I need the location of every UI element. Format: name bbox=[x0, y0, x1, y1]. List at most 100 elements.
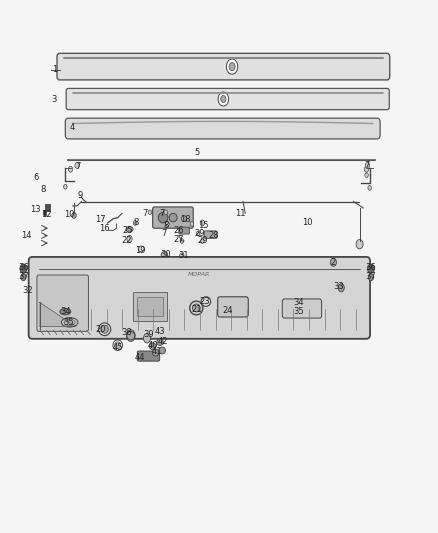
Ellipse shape bbox=[367, 264, 374, 273]
FancyBboxPatch shape bbox=[152, 207, 193, 228]
Ellipse shape bbox=[161, 252, 168, 258]
Ellipse shape bbox=[338, 284, 344, 292]
Ellipse shape bbox=[127, 330, 135, 342]
Ellipse shape bbox=[157, 338, 163, 345]
Text: 5: 5 bbox=[194, 148, 200, 157]
Ellipse shape bbox=[164, 210, 167, 215]
Ellipse shape bbox=[152, 349, 159, 356]
Text: 24: 24 bbox=[223, 305, 233, 314]
Ellipse shape bbox=[166, 222, 169, 227]
Ellipse shape bbox=[356, 239, 363, 249]
Text: 11: 11 bbox=[235, 209, 245, 218]
Text: 21: 21 bbox=[191, 304, 201, 313]
Ellipse shape bbox=[196, 231, 200, 236]
Ellipse shape bbox=[190, 222, 194, 227]
Text: 15: 15 bbox=[198, 221, 209, 230]
Polygon shape bbox=[40, 303, 76, 327]
Text: 29: 29 bbox=[194, 229, 205, 238]
Text: 35: 35 bbox=[63, 318, 74, 327]
Text: 33: 33 bbox=[334, 282, 344, 291]
Text: 1: 1 bbox=[52, 66, 57, 74]
Bar bbox=[137, 297, 163, 316]
Text: 42: 42 bbox=[158, 337, 168, 346]
Ellipse shape bbox=[21, 273, 26, 281]
Ellipse shape bbox=[229, 62, 235, 71]
Text: 9: 9 bbox=[78, 191, 83, 200]
Text: 7: 7 bbox=[159, 209, 165, 218]
Text: 20: 20 bbox=[96, 325, 106, 334]
Text: 43: 43 bbox=[155, 327, 166, 336]
Text: 36: 36 bbox=[18, 263, 29, 272]
Text: 19: 19 bbox=[135, 246, 146, 255]
Ellipse shape bbox=[365, 163, 370, 168]
Ellipse shape bbox=[218, 92, 229, 106]
FancyBboxPatch shape bbox=[57, 53, 390, 80]
Text: 7: 7 bbox=[142, 209, 148, 218]
Text: 7: 7 bbox=[76, 162, 81, 171]
Text: 22: 22 bbox=[121, 237, 132, 246]
FancyBboxPatch shape bbox=[66, 88, 389, 110]
Ellipse shape bbox=[60, 309, 71, 315]
Text: 12: 12 bbox=[41, 210, 52, 219]
Text: 30: 30 bbox=[160, 251, 171, 260]
Ellipse shape bbox=[365, 173, 368, 177]
Text: 32: 32 bbox=[22, 286, 33, 295]
Text: 36: 36 bbox=[366, 263, 376, 272]
Text: 7: 7 bbox=[162, 229, 167, 238]
FancyBboxPatch shape bbox=[283, 299, 321, 318]
FancyBboxPatch shape bbox=[28, 257, 370, 339]
Ellipse shape bbox=[200, 220, 205, 226]
Ellipse shape bbox=[134, 221, 137, 225]
Text: 6: 6 bbox=[33, 173, 38, 182]
Ellipse shape bbox=[127, 228, 132, 231]
Ellipse shape bbox=[221, 95, 226, 102]
Ellipse shape bbox=[298, 301, 307, 306]
Text: 35: 35 bbox=[293, 307, 304, 316]
Text: 31: 31 bbox=[178, 252, 188, 260]
FancyBboxPatch shape bbox=[65, 118, 380, 139]
Text: 13: 13 bbox=[30, 205, 41, 214]
FancyBboxPatch shape bbox=[138, 351, 159, 361]
Ellipse shape bbox=[144, 334, 150, 343]
Text: 34: 34 bbox=[60, 307, 71, 316]
Ellipse shape bbox=[64, 184, 67, 189]
FancyBboxPatch shape bbox=[37, 275, 88, 332]
Ellipse shape bbox=[330, 258, 336, 266]
Ellipse shape bbox=[148, 210, 152, 215]
Text: 2: 2 bbox=[331, 258, 336, 266]
Text: 8: 8 bbox=[41, 185, 46, 194]
Bar bbox=[45, 204, 49, 211]
Ellipse shape bbox=[101, 325, 108, 333]
Ellipse shape bbox=[75, 163, 79, 168]
Text: 27: 27 bbox=[173, 236, 184, 245]
Text: 40: 40 bbox=[147, 341, 158, 350]
Ellipse shape bbox=[127, 236, 132, 243]
Ellipse shape bbox=[368, 273, 374, 281]
Text: 25: 25 bbox=[122, 227, 133, 236]
Text: 14: 14 bbox=[21, 231, 31, 240]
Ellipse shape bbox=[180, 239, 184, 244]
Ellipse shape bbox=[158, 212, 168, 223]
Ellipse shape bbox=[368, 185, 371, 190]
FancyBboxPatch shape bbox=[179, 227, 189, 234]
Text: 17: 17 bbox=[95, 215, 106, 224]
Ellipse shape bbox=[115, 342, 121, 349]
Ellipse shape bbox=[192, 304, 200, 312]
Bar bbox=[43, 210, 46, 215]
FancyBboxPatch shape bbox=[204, 231, 217, 238]
Text: 39: 39 bbox=[143, 330, 154, 339]
Text: 38: 38 bbox=[121, 328, 132, 337]
Bar bbox=[133, 292, 167, 321]
Text: 37: 37 bbox=[366, 272, 376, 280]
Ellipse shape bbox=[159, 347, 166, 354]
Ellipse shape bbox=[20, 264, 27, 273]
Text: 28: 28 bbox=[208, 231, 219, 240]
Text: 23: 23 bbox=[200, 296, 210, 305]
Text: 8: 8 bbox=[163, 221, 169, 230]
Text: 34: 34 bbox=[293, 298, 304, 307]
Text: 44: 44 bbox=[134, 353, 145, 362]
Text: MOPAR: MOPAR bbox=[188, 272, 211, 277]
Ellipse shape bbox=[364, 166, 369, 172]
Text: 3: 3 bbox=[52, 94, 57, 103]
Ellipse shape bbox=[180, 253, 184, 259]
